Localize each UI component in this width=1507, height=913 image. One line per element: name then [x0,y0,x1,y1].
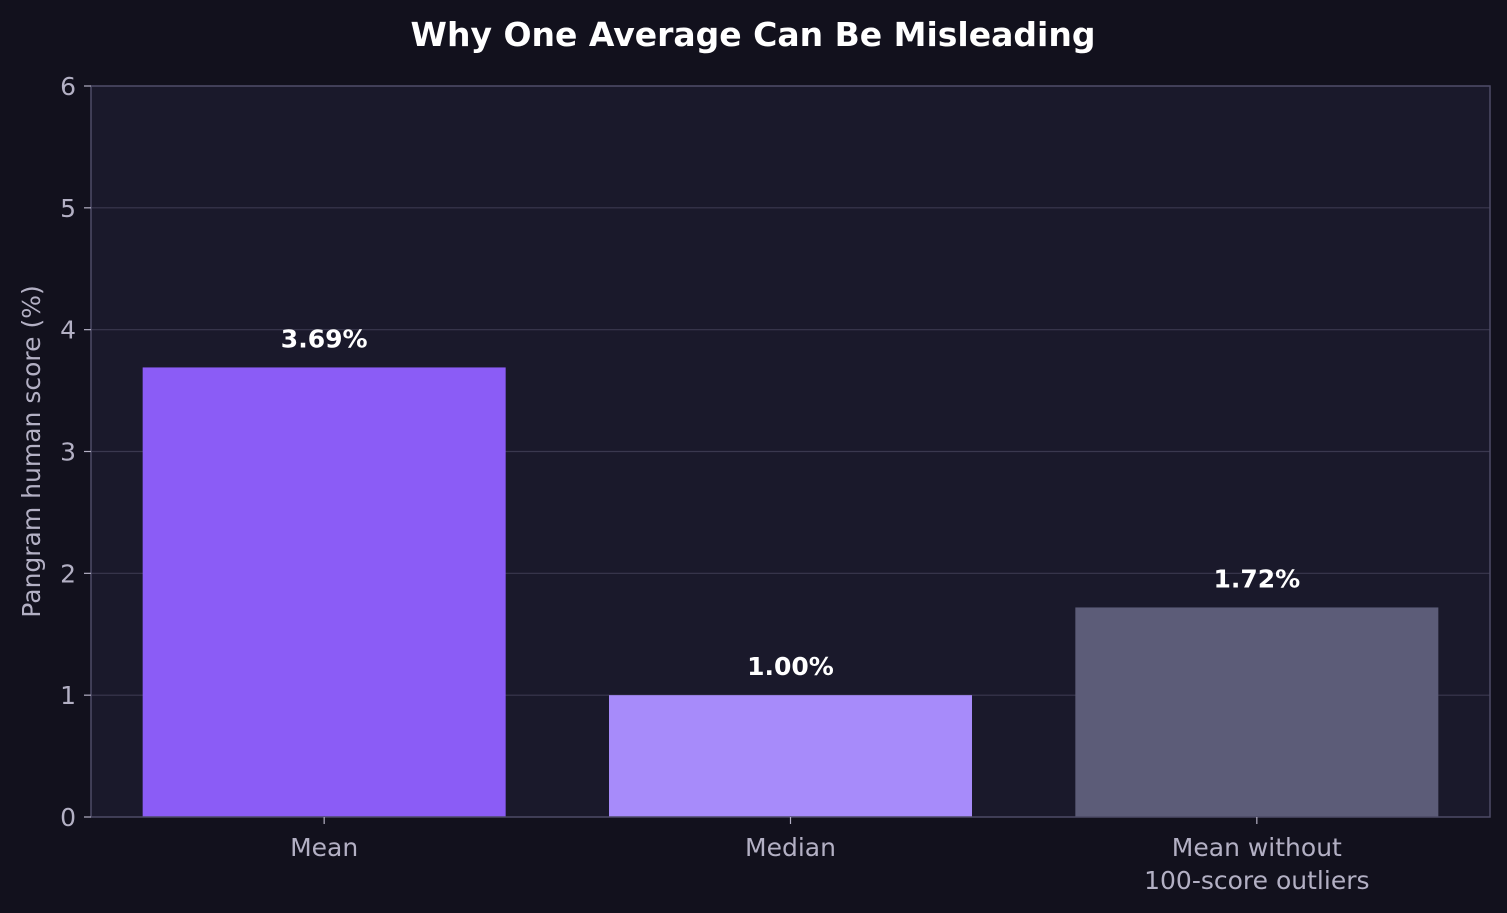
y-tick-label: 1 [60,681,76,710]
chart-title: Why One Average Can Be Misleading [411,15,1096,54]
bar [609,695,972,817]
bar [1075,607,1439,817]
bars [142,367,1439,817]
y-axis-label: Pangram human score (%) [17,285,46,617]
y-tick-label: 0 [60,803,76,832]
y-tick-label: 5 [60,194,76,223]
x-tick-label: Median [745,833,836,862]
x-tick-label: Mean [290,833,358,862]
data-labels: 3.69% 1.00% 1.72% [281,324,1300,681]
y-tick-label: 2 [60,559,76,588]
bar [142,367,506,817]
x-tick-label: Mean without [1172,833,1342,862]
data-label: 1.72% [1213,564,1300,593]
x-axis-ticks: Mean Median Mean without 100-score outliers [290,817,1370,895]
x-tick-label: 100-score outliers [1144,866,1369,895]
y-tick-label: 3 [60,438,76,467]
data-label: 1.00% [747,652,834,681]
y-tick-label: 6 [60,72,76,101]
data-label: 3.69% [281,324,368,353]
y-tick-label: 4 [60,316,76,345]
y-axis-ticks: 0 1 2 3 4 5 6 [60,72,91,832]
